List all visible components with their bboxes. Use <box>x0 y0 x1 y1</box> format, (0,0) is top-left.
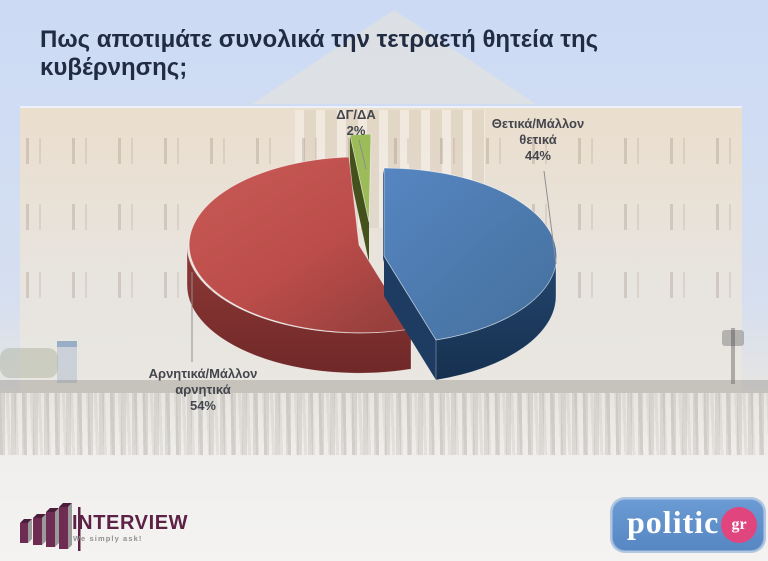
pie-slice-dgda-side <box>350 135 369 262</box>
data-label-positive: Θετικά/Μάλλον θετικά 44% <box>492 116 584 164</box>
leader-line-positive <box>543 170 557 265</box>
data-label-positive-text2: θετικά <box>519 132 557 147</box>
pie-slice-negative-rim <box>186 244 412 374</box>
data-label-dgda-pct: 2% <box>346 123 366 138</box>
data-label-dgda-text: ΔΓ/ΔΑ <box>336 107 376 122</box>
bar-2 <box>33 514 46 545</box>
pie-slice-positive-cut-end <box>384 256 436 380</box>
data-label-positive-text1: Θετικά/Μάλλον <box>491 116 585 131</box>
data-label-negative-text2: αρνητικά <box>175 382 231 397</box>
page-title: Πως αποτιμάτε συνολικά την τετραετή θητε… <box>40 26 599 81</box>
politic-logo-name: politic <box>627 504 720 540</box>
data-label-negative: Αρνητικά/Μάλλον αρνητικά 54% <box>149 366 258 414</box>
interview-bars-icon <box>20 503 81 551</box>
interview-logo-tagline: We simply ask! <box>73 534 143 543</box>
bar-3 <box>46 508 59 547</box>
interview-logo: INTERVIEW We simply ask! <box>16 501 246 553</box>
politic-logo-gr-badge: gr <box>721 507 757 543</box>
data-label-positive-pct: 44% <box>524 148 552 163</box>
pie-slice-dgda <box>349 133 372 262</box>
pie-slice-positive-top <box>383 167 558 341</box>
pie-slice-negative-top <box>188 156 412 334</box>
data-label-negative-pct: 54% <box>189 398 217 413</box>
bar-1 <box>20 519 32 543</box>
pie-slice-positive <box>383 167 558 381</box>
divider-line <box>78 507 81 551</box>
bar-4 <box>59 503 72 549</box>
leader-line-dgda <box>358 139 367 170</box>
politic-logo: politic gr <box>612 499 764 551</box>
data-label-negative-text1: Αρνητικά/Μάλλον <box>148 366 258 381</box>
interview-logo-name: INTERVIEW <box>72 512 189 534</box>
pie-slice-dgda-top <box>349 133 372 223</box>
pie-slice-negative <box>186 156 412 374</box>
data-label-dgda: ΔΓ/ΔΑ 2% <box>336 107 376 139</box>
